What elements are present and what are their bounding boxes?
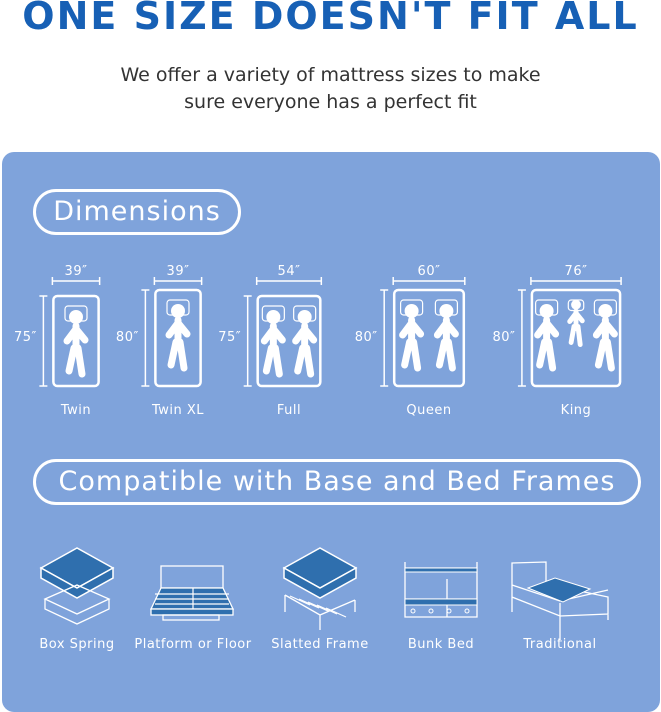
subtitle: We offer a variety of mattress sizes to … bbox=[0, 62, 661, 116]
traditional-bed-icon bbox=[511, 561, 609, 640]
mattress-size-queen bbox=[380, 277, 466, 388]
mattress-size-twin bbox=[39, 277, 101, 388]
width-label: 39″ bbox=[64, 264, 88, 279]
width-label: 60″ bbox=[417, 264, 441, 279]
size-name: King bbox=[560, 403, 592, 418]
length-label: 75″ bbox=[13, 330, 37, 345]
size-name: Twin bbox=[60, 403, 92, 418]
subtitle-line-2: sure everyone has a perfect fit bbox=[184, 91, 477, 113]
mattress-outline bbox=[530, 288, 622, 388]
length-label: 75″ bbox=[218, 330, 242, 345]
box-spring-icon bbox=[39, 547, 115, 625]
mattress-outline bbox=[392, 288, 466, 388]
frame-name: Box Spring bbox=[39, 637, 115, 652]
sleeper-icon bbox=[260, 305, 286, 378]
sleeper-icon bbox=[165, 299, 191, 372]
width-label: 76″ bbox=[564, 264, 588, 279]
size-name: Queen bbox=[406, 403, 452, 418]
subtitle-line-1: We offer a variety of mattress sizes to … bbox=[120, 64, 541, 86]
mattress-size-king bbox=[517, 277, 622, 388]
size-name: Full bbox=[276, 403, 302, 418]
compatibility-heading: Compatible with Base and Bed Frames bbox=[33, 459, 641, 505]
sleeper-icon bbox=[433, 299, 459, 372]
sleeper-icon bbox=[592, 299, 618, 372]
length-label: 80″ bbox=[492, 330, 516, 345]
sleeper-icon bbox=[534, 299, 560, 372]
width-label: 39″ bbox=[166, 264, 190, 279]
sleeper-icon bbox=[63, 305, 89, 378]
platform-bed-icon bbox=[149, 565, 235, 621]
size-name: Twin XL bbox=[151, 403, 205, 418]
length-label: 80″ bbox=[115, 330, 139, 345]
sleeper-icon bbox=[292, 305, 318, 378]
slatted-frame-icon bbox=[282, 547, 358, 630]
length-label: 80″ bbox=[354, 330, 378, 345]
mattress-outline bbox=[154, 288, 202, 388]
frame-name: Bunk Bed bbox=[407, 637, 475, 652]
page-title: ONE SIZE DOESN'T FIT ALL bbox=[22, 0, 639, 38]
mattress-size-full bbox=[243, 277, 323, 388]
info-panel bbox=[2, 152, 660, 712]
frame-name: Traditional bbox=[523, 637, 597, 652]
width-label: 54″ bbox=[277, 264, 301, 279]
frame-name: Slatted Frame bbox=[271, 637, 369, 652]
sleeper-icon bbox=[567, 299, 585, 348]
bunk-bed-icon bbox=[404, 562, 478, 618]
mattress-size-twin-xl bbox=[141, 277, 203, 388]
mattress-outline bbox=[256, 294, 322, 388]
sleeper-icon bbox=[399, 299, 425, 372]
mattress-outline bbox=[52, 294, 100, 388]
dimensions-heading: Dimensions bbox=[33, 189, 241, 235]
frame-name: Platform or Floor bbox=[134, 637, 252, 652]
